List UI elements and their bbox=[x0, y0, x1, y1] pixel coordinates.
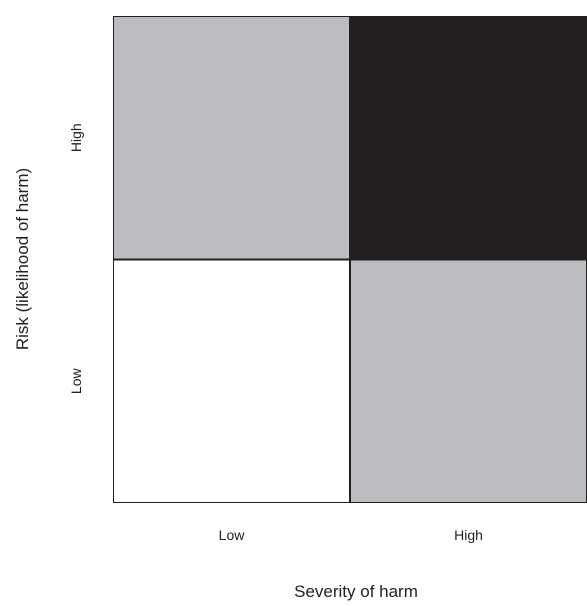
x-axis-title: Severity of harm bbox=[294, 582, 418, 601]
y-tick-labels: Low High bbox=[68, 123, 84, 394]
x-tick-label-high: High bbox=[454, 527, 483, 543]
matrix-cell-low-severity-low-risk bbox=[113, 259, 350, 503]
y-tick-label-low: Low bbox=[68, 368, 84, 395]
x-tick-label-low: Low bbox=[219, 527, 246, 543]
matrix-cell-high-severity-high-risk bbox=[350, 16, 587, 260]
matrix-cell-low-severity-high-risk bbox=[113, 16, 350, 260]
y-axis-title: Risk (likelihood of harm) bbox=[13, 168, 32, 350]
y-tick-label-high: High bbox=[68, 123, 84, 152]
matrix-cells bbox=[113, 16, 587, 503]
x-tick-labels: Low High bbox=[219, 527, 483, 543]
matrix-cell-high-severity-low-risk bbox=[350, 259, 587, 503]
